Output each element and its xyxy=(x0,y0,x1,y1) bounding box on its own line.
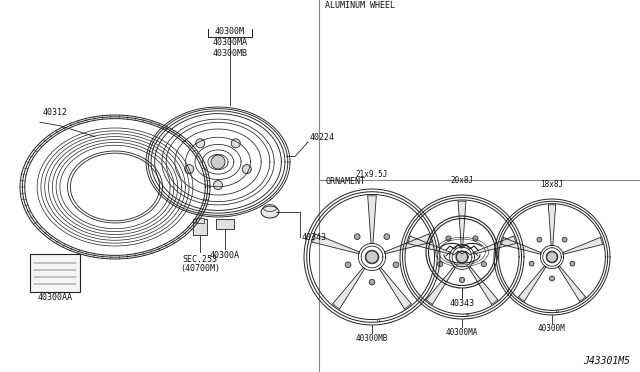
Polygon shape xyxy=(459,201,465,245)
Polygon shape xyxy=(563,238,602,254)
Circle shape xyxy=(196,139,205,148)
Polygon shape xyxy=(380,267,411,309)
Text: 40343: 40343 xyxy=(449,299,474,308)
Text: J43301M5: J43301M5 xyxy=(583,356,630,366)
Text: 40300A: 40300A xyxy=(210,251,240,260)
Circle shape xyxy=(231,139,240,148)
Polygon shape xyxy=(549,205,555,246)
Circle shape xyxy=(355,234,360,240)
Circle shape xyxy=(369,279,375,285)
Text: 40300MA: 40300MA xyxy=(446,328,478,337)
Text: 18x8J: 18x8J xyxy=(540,180,564,189)
Text: 20x8J: 20x8J xyxy=(451,176,474,185)
Circle shape xyxy=(377,320,380,322)
Circle shape xyxy=(556,310,559,312)
Text: 40343: 40343 xyxy=(302,233,327,242)
Bar xyxy=(193,219,207,235)
Text: ORNAMENT: ORNAMENT xyxy=(325,177,365,186)
Bar xyxy=(196,218,204,223)
Circle shape xyxy=(529,261,534,266)
Circle shape xyxy=(185,165,194,174)
Polygon shape xyxy=(474,237,516,254)
Circle shape xyxy=(562,237,567,242)
Polygon shape xyxy=(333,267,365,309)
Text: 21x9.5J: 21x9.5J xyxy=(356,170,388,179)
Polygon shape xyxy=(468,267,497,304)
Circle shape xyxy=(467,314,469,316)
Circle shape xyxy=(384,234,390,240)
Polygon shape xyxy=(313,235,359,254)
Circle shape xyxy=(211,155,225,169)
Circle shape xyxy=(345,262,351,267)
Polygon shape xyxy=(426,267,455,304)
Text: 40300M
40300MA
40300MB: 40300M 40300MA 40300MB xyxy=(212,27,248,58)
Polygon shape xyxy=(502,238,541,254)
Text: (40700M): (40700M) xyxy=(180,264,220,273)
Circle shape xyxy=(473,236,478,241)
Circle shape xyxy=(243,165,252,174)
Text: 40312: 40312 xyxy=(42,108,67,116)
Polygon shape xyxy=(369,196,376,243)
Circle shape xyxy=(460,278,465,283)
Circle shape xyxy=(438,262,443,267)
Text: 40300M: 40300M xyxy=(538,324,566,333)
Ellipse shape xyxy=(261,206,279,218)
Circle shape xyxy=(550,276,554,281)
Text: 40300AA: 40300AA xyxy=(38,293,72,302)
Text: SEC.253: SEC.253 xyxy=(182,255,218,264)
Bar xyxy=(30,254,80,292)
Circle shape xyxy=(537,237,542,242)
Polygon shape xyxy=(519,266,546,301)
Circle shape xyxy=(570,261,575,266)
Circle shape xyxy=(547,252,557,262)
Circle shape xyxy=(481,262,486,267)
Circle shape xyxy=(393,262,399,267)
Text: 40300MB: 40300MB xyxy=(356,334,388,343)
Polygon shape xyxy=(385,235,431,254)
Circle shape xyxy=(214,180,223,190)
Circle shape xyxy=(446,236,451,241)
Bar xyxy=(216,219,234,229)
Polygon shape xyxy=(408,237,451,254)
Circle shape xyxy=(366,251,378,263)
Text: ALUMINUM WHEEL: ALUMINUM WHEEL xyxy=(325,1,395,10)
Polygon shape xyxy=(558,266,585,301)
Circle shape xyxy=(456,251,468,263)
Text: 40224: 40224 xyxy=(310,133,335,142)
